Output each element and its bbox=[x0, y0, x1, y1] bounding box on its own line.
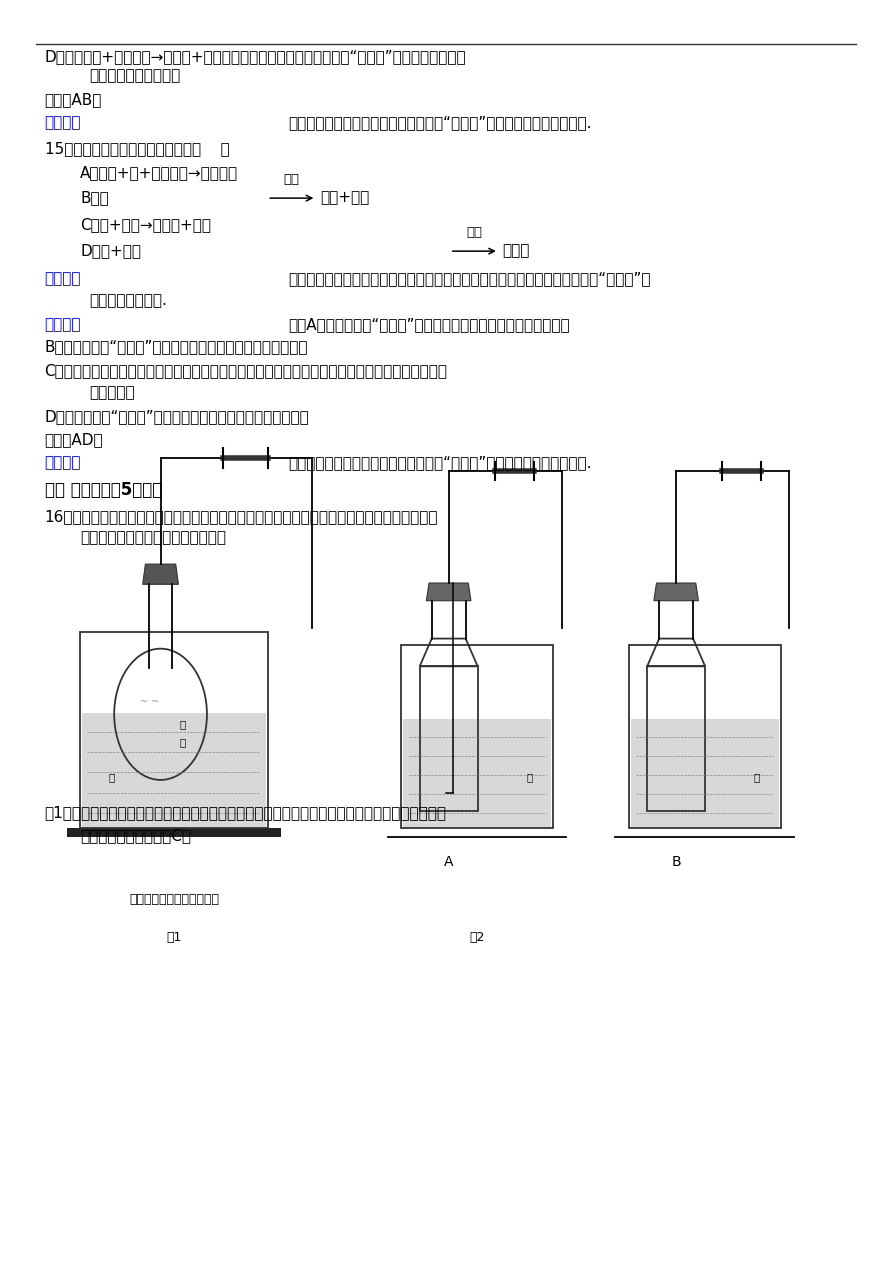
Bar bbox=[648, 666, 705, 811]
Text: 故选：AD。: 故选：AD。 bbox=[45, 432, 103, 447]
Polygon shape bbox=[654, 583, 698, 601]
Text: 图2: 图2 bbox=[469, 931, 485, 944]
Bar bbox=[80, 632, 268, 828]
Text: 15．下列反应中属于化合反应的有（    ）: 15．下列反应中属于化合反应的有（ ） bbox=[45, 141, 229, 156]
Text: 测定空气里氧气含量的装置: 测定空气里氧气含量的装置 bbox=[129, 893, 219, 906]
Polygon shape bbox=[143, 564, 178, 584]
Text: D、二氧化碳+氢氧化馒→碳酸馒+水，该反应的生成物是两种，不符合“多变一”的特征，不属于化: D、二氧化碳+氢氧化馒→碳酸馒+水，该反应的生成物是两种，不符合“多变一”的特征… bbox=[45, 49, 467, 64]
Text: A．氨气+水+二氧化碳→碳酸氢领: A．氨气+水+二氧化碳→碳酸氢领 bbox=[80, 165, 238, 180]
Text: 16．某校兴趣小组亲身感受科学家的探究历程，他们选择了《空气中氧气含量的粗略测定》为探: 16．某校兴趣小组亲身感受科学家的探究历程，他们选择了《空气中氧气含量的粗略测定… bbox=[45, 509, 438, 524]
Text: 合反应，故选项错误。: 合反应，故选项错误。 bbox=[89, 68, 180, 83]
Text: D．镁+氧气: D．镁+氧气 bbox=[80, 244, 141, 259]
Text: 图1: 图1 bbox=[166, 931, 182, 944]
Text: 固体。他们应该选择＿C＿: 固体。他们应该选择＿C＿ bbox=[80, 828, 191, 843]
Text: 解：A、该反应符合“多变一”的特征，属于化合反应，故选项正确。: 解：A、该反应符合“多变一”的特征，属于化合反应，故选项正确。 bbox=[288, 317, 570, 332]
Text: 』分析『: 』分析『 bbox=[45, 271, 81, 286]
Text: 』点评『: 』点评『 bbox=[45, 115, 81, 130]
Text: 氢气+氧气: 氢气+氧气 bbox=[320, 191, 369, 206]
Text: C、该反应是一种单质和一种化合物反应生成另一种单质和另一种化合物的反应，属于置换反应，故: C、该反应是一种单质和一种化合物反应生成另一种单质和另一种化合物的反应，属于置换… bbox=[45, 363, 448, 379]
Bar bbox=[82, 713, 266, 827]
Text: 通电: 通电 bbox=[284, 173, 300, 186]
Text: 点燃: 点燃 bbox=[467, 226, 483, 239]
Text: ~: ~ bbox=[151, 697, 160, 707]
Text: 故选：AB。: 故选：AB。 bbox=[45, 92, 102, 107]
Text: 』点评『: 』点评『 bbox=[45, 456, 81, 471]
Text: 三． 填空题（共5小题）: 三． 填空题（共5小题） bbox=[45, 481, 161, 498]
Text: 磷: 磷 bbox=[179, 737, 186, 747]
Text: 红: 红 bbox=[179, 719, 186, 729]
Bar bbox=[631, 719, 779, 827]
Text: 氧化镁: 氧化镁 bbox=[502, 244, 530, 259]
Bar bbox=[67, 828, 281, 837]
Text: C．锶+硫酸→硫酸锶+氢气: C．锶+硫酸→硫酸锶+氢气 bbox=[80, 217, 211, 232]
Text: 究内容。首先，他们分组进行讨论：: 究内容。首先，他们分组进行讨论： bbox=[80, 530, 227, 545]
Text: 水: 水 bbox=[526, 772, 533, 782]
Text: 水: 水 bbox=[108, 772, 115, 782]
Text: （1）小光小组认为，选择的药品既要能消耗氧气，又不会与空气中的其他成分反应，而且生成物为: （1）小光小组认为，选择的药品既要能消耗氧气，又不会与空气中的其他成分反应，而且… bbox=[45, 805, 447, 820]
Text: 据此进行分析判断.: 据此进行分析判断. bbox=[89, 293, 167, 308]
Text: B: B bbox=[672, 854, 681, 870]
Text: 选项错误。: 选项错误。 bbox=[89, 385, 135, 400]
Text: 』解答『: 』解答『 bbox=[45, 317, 81, 332]
Text: 水: 水 bbox=[754, 772, 760, 782]
Bar bbox=[401, 645, 553, 828]
Text: 化合反应：两种或两种以上物质反应后生成一种物质的反应，其特点可总结为“多变一”；: 化合反应：两种或两种以上物质反应后生成一种物质的反应，其特点可总结为“多变一”； bbox=[288, 271, 650, 286]
Text: 本题难度不大，掌握化合反应的特征（“多变一”）是正确解答本题的关键.: 本题难度不大，掌握化合反应的特征（“多变一”）是正确解答本题的关键. bbox=[288, 456, 591, 471]
Text: A: A bbox=[444, 854, 453, 870]
Text: ~: ~ bbox=[140, 697, 149, 707]
Text: D、该反应符合“多变一”的特征，属于化合反应，故选项正确。: D、该反应符合“多变一”的特征，属于化合反应，故选项正确。 bbox=[45, 409, 310, 424]
Bar bbox=[629, 645, 780, 828]
Bar bbox=[420, 666, 478, 811]
Bar bbox=[403, 719, 551, 827]
Polygon shape bbox=[426, 583, 471, 601]
Text: B．水: B．水 bbox=[80, 191, 109, 206]
Text: B、该反应符合“一变多”的特征，属于分解反应，故选项错误。: B、该反应符合“一变多”的特征，属于分解反应，故选项错误。 bbox=[45, 339, 308, 355]
Text: 本题难度不大，掌握化合反应的特征（“多变一”）是正确解答本题的关键.: 本题难度不大，掌握化合反应的特征（“多变一”）是正确解答本题的关键. bbox=[288, 115, 591, 130]
